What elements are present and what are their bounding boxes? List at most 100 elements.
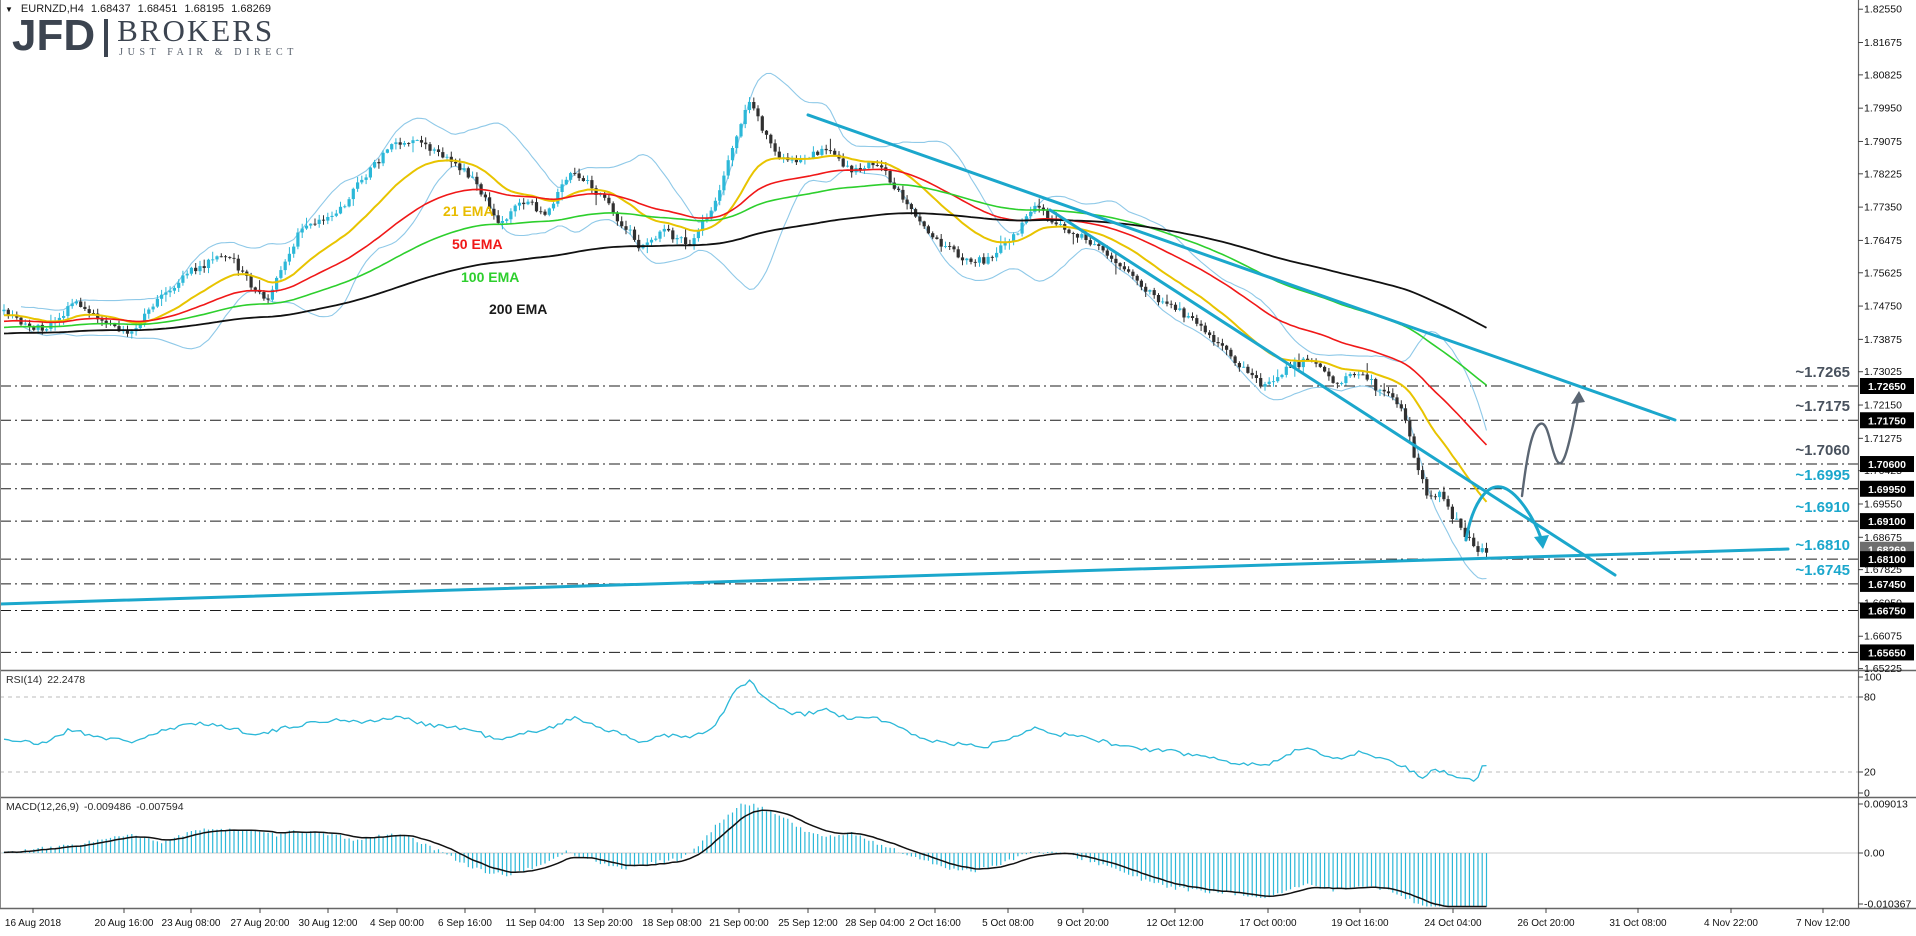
level-label-1.68100: ~1.6810 <box>1795 537 1850 555</box>
time-label: 13 Sep 20:00 <box>573 918 633 929</box>
level-price-box <box>1860 412 1914 429</box>
falling-trendline-steep <box>1048 208 1617 577</box>
ema-100-line <box>3 183 1487 386</box>
svg-text:1.69100: 1.69100 <box>1868 516 1906 528</box>
support-resistance-levels <box>0 385 1858 653</box>
symbol-timeframe: EURNZD,H4 <box>20 3 84 15</box>
svg-text:1.79950: 1.79950 <box>1864 103 1902 115</box>
projection-squiggle-arrow-head <box>1571 391 1585 404</box>
svg-text:1.65650: 1.65650 <box>1868 647 1906 659</box>
level-price-box <box>1860 480 1914 497</box>
ohlc-close: 1.68269 <box>231 3 271 15</box>
ohlc-open: 1.68437 <box>90 3 131 15</box>
time-label: 21 Sep 00:00 <box>709 918 769 929</box>
svg-text:0: 0 <box>1864 788 1870 800</box>
jfd-brokers-logo: JFD BROKERS JUST FAIR & DIRECT <box>12 13 298 59</box>
time-label: 11 Sep 04:00 <box>506 918 565 929</box>
indicator-panels <box>0 679 1858 908</box>
svg-text:1.76475: 1.76475 <box>1864 235 1902 247</box>
level-price-box <box>1860 456 1914 473</box>
svg-text:1.69550: 1.69550 <box>1864 498 1902 510</box>
time-label: 24 Oct 04:00 <box>1424 918 1482 929</box>
svg-text:1.80825: 1.80825 <box>1864 69 1902 81</box>
time-label: 7 Nov 12:00 <box>1796 918 1850 929</box>
time-label: 16 Aug 2018 <box>5 918 62 929</box>
ohlc-high: 1.68451 <box>137 3 178 15</box>
ohlc-low: 1.68195 <box>184 3 225 15</box>
svg-text:1.73025: 1.73025 <box>1864 366 1902 378</box>
bollinger-upper <box>20 72 1488 431</box>
time-label: 27 Aug 20:00 <box>231 918 290 929</box>
level-price-box <box>1860 575 1914 592</box>
level-price-box <box>1860 378 1914 394</box>
macd-label: MACD(12,26,9) <box>6 801 79 813</box>
time-label: 4 Nov 22:00 <box>1704 918 1758 929</box>
trendlines-layer <box>0 113 1790 606</box>
svg-text:-0.010367: -0.010367 <box>1864 899 1911 911</box>
level-label-1.69100: ~1.6910 <box>1795 499 1850 517</box>
svg-text:1.82550: 1.82550 <box>1864 4 1902 16</box>
svg-text:1.67450: 1.67450 <box>1868 579 1906 591</box>
svg-text:1.71750: 1.71750 <box>1868 415 1906 427</box>
svg-text:1.68100: 1.68100 <box>1868 554 1906 566</box>
macd-header: MACD(12,26,9) -0.009486 -0.007594 <box>6 801 184 813</box>
ema-lines <box>3 154 1488 503</box>
time-label: 12 Oct 12:00 <box>1146 918 1204 929</box>
dropdown-triangle-icon[interactable]: ▼ <box>5 4 13 14</box>
svg-text:80: 80 <box>1864 692 1876 704</box>
rsi-header: RSI(14) 22.2478 <box>6 674 85 686</box>
svg-text:1.65225: 1.65225 <box>1864 663 1902 675</box>
level-label-1.69950: ~1.6995 <box>1795 466 1850 484</box>
falling-trendline-upper <box>806 113 1677 422</box>
time-label: 19 Oct 16:00 <box>1331 918 1389 929</box>
time-label: 6 Sep 16:00 <box>438 918 492 929</box>
time-label: 30 Aug 12:00 <box>299 918 358 929</box>
svg-text:1.70600: 1.70600 <box>1868 459 1906 471</box>
macd-main-value: -0.009486 <box>83 801 132 813</box>
level-label-1.72650: ~1.7265 <box>1795 364 1850 381</box>
macd-signal-value: -0.007594 <box>136 801 184 813</box>
ema-21-line <box>4 154 1488 503</box>
svg-text:1.66075: 1.66075 <box>1864 631 1902 643</box>
rsi-line <box>3 679 1487 783</box>
svg-text:1.69950: 1.69950 <box>1868 484 1906 496</box>
svg-text:0.009013: 0.009013 <box>1864 799 1908 811</box>
time-label: 20 Aug 16:00 <box>95 918 154 929</box>
logo-tagline: JUST FAIR & DIRECT <box>119 47 298 58</box>
level-price-box <box>1860 513 1914 530</box>
drop-curve-arrow-head <box>1534 535 1549 549</box>
logo-brokers-text: BROKERS <box>117 13 275 48</box>
level-label-1.71750: ~1.7175 <box>1795 398 1850 416</box>
level-price-box <box>1860 644 1914 661</box>
svg-text:1.68675: 1.68675 <box>1864 532 1902 544</box>
drop-curve-arrow <box>1464 485 1543 542</box>
ema-50-line <box>3 168 1488 446</box>
ema-label-100-ema: 100 EMA <box>461 269 520 285</box>
macd-histogram <box>3 803 1488 907</box>
time-label: 5 Oct 08:00 <box>982 918 1034 929</box>
svg-text:1.79075: 1.79075 <box>1864 136 1902 148</box>
svg-text:1.66750: 1.66750 <box>1868 606 1906 618</box>
ema-label-21-ema: 21 EMA <box>443 203 494 219</box>
svg-text:1.77350: 1.77350 <box>1864 202 1902 214</box>
time-label: 17 Oct 00:00 <box>1239 918 1297 929</box>
svg-text:1.74750: 1.74750 <box>1864 301 1902 313</box>
svg-text:1.71275: 1.71275 <box>1864 433 1902 445</box>
bull-wicks <box>3 97 1483 554</box>
chart-title: ▼ EURNZD,H4 1.68437 1.68451 1.68195 1.68… <box>5 3 271 15</box>
svg-text:20: 20 <box>1864 767 1876 779</box>
svg-text:1.73875: 1.73875 <box>1864 334 1902 346</box>
level-label-1.67450: ~1.6745 <box>1795 561 1850 579</box>
time-label: 31 Oct 08:00 <box>1609 918 1667 929</box>
projection-squiggle-arrow <box>1520 398 1580 498</box>
time-label: 2 Oct 16:00 <box>909 918 961 929</box>
ema-label-50-ema: 50 EMA <box>452 236 503 252</box>
bollinger-bands <box>20 72 1488 580</box>
level-label-1.70600: ~1.7060 <box>1795 442 1850 460</box>
svg-text:0.00: 0.00 <box>1864 848 1885 860</box>
time-label: 23 Aug 08:00 <box>162 918 221 929</box>
svg-text:1.72650: 1.72650 <box>1868 381 1906 393</box>
